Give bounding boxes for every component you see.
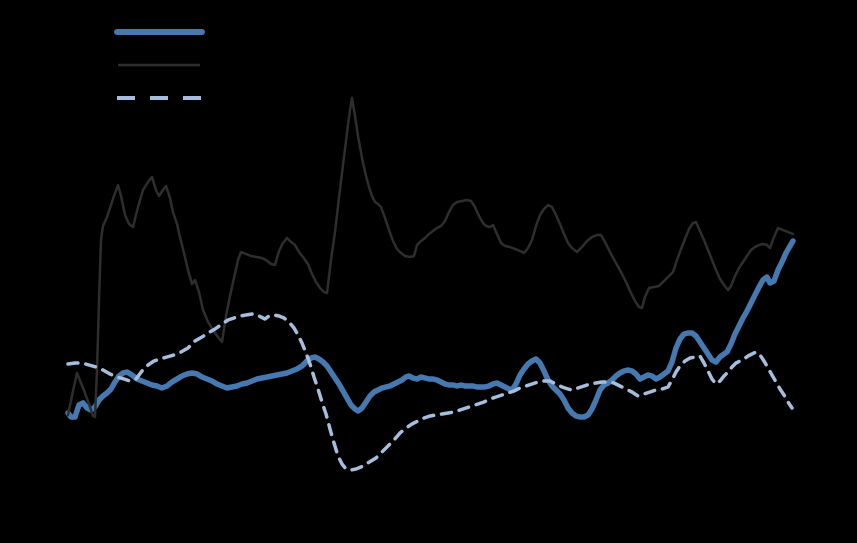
series-line-thick-blue-solid (65, 238, 796, 420)
series-line-light-blue-dashed (66, 312, 794, 472)
series-line-thin-dark-solid (66, 96, 795, 419)
legend (114, 29, 205, 100)
series-lines (65, 96, 796, 472)
